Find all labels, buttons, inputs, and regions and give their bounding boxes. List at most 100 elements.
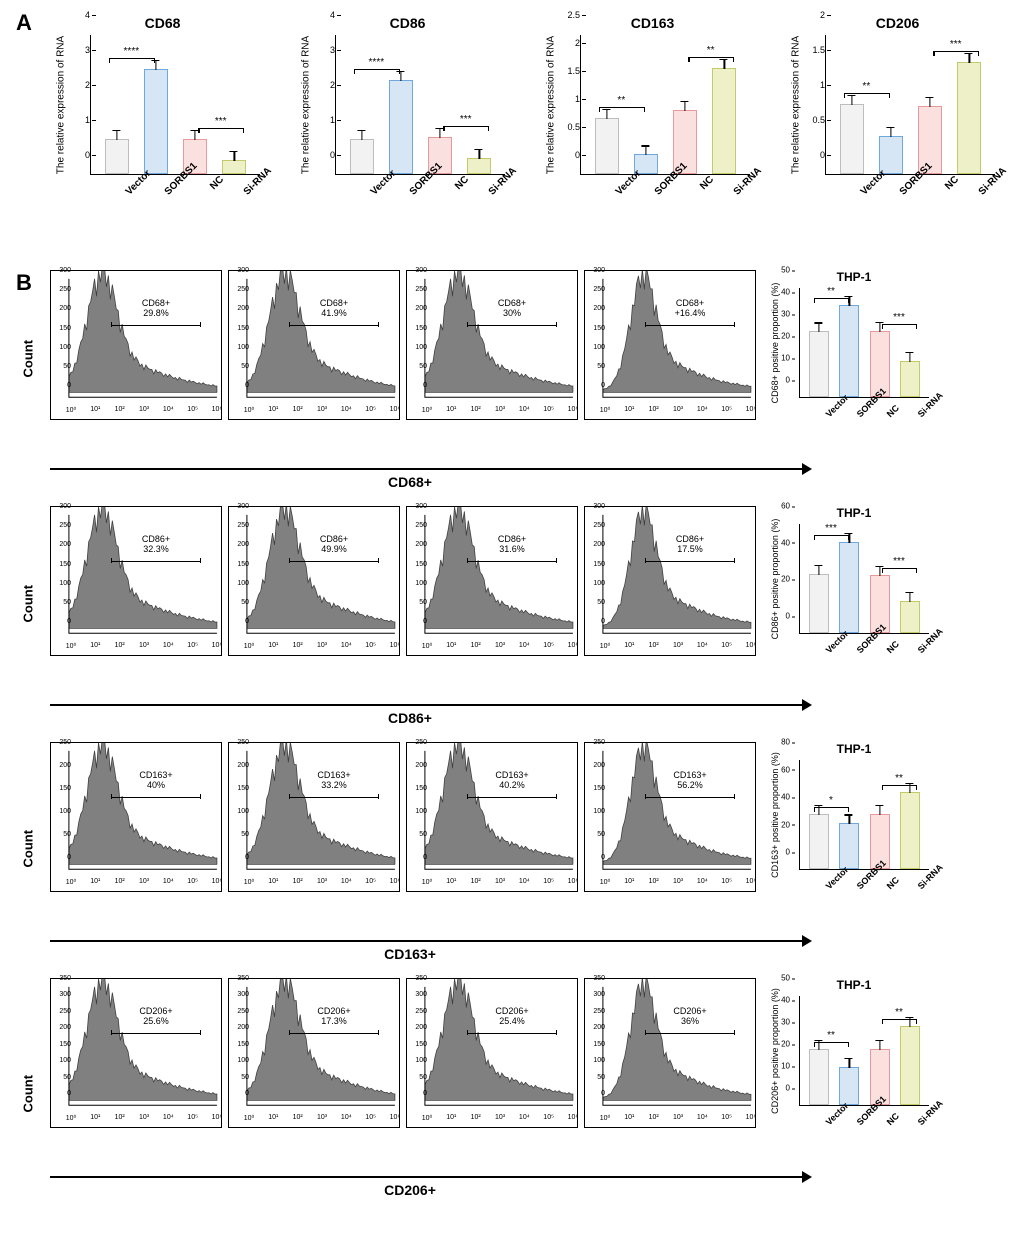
x-tick-label: Si-RNA xyxy=(474,160,511,197)
gate-pct: 41.9% xyxy=(289,309,379,319)
gate-annotation: CD163+40% xyxy=(111,771,201,791)
bar-si-rna xyxy=(712,68,736,174)
x-tick-label: Si-RNA xyxy=(229,160,266,197)
panel-b-label: B xyxy=(16,270,32,296)
summary-ylabel: CD86+ positive proportion (%) xyxy=(770,518,780,639)
barchart-cd68: CD6801234The relative expression of RNA*… xyxy=(50,15,275,245)
x-tick-label: Vector xyxy=(111,160,148,197)
summary-bar xyxy=(839,542,859,633)
flow-histogram: CD163+40%05010015020025010⁰10¹10²10³10⁴1… xyxy=(50,742,222,892)
flow-histogram: CD163+56.2%05010015020025010⁰10¹10²10³10… xyxy=(584,742,756,892)
x-axis-arrow xyxy=(50,704,810,706)
summary-chart-cd206: THP-1CD206+ positive proportion (%)****0… xyxy=(764,978,944,1168)
summary-ylabel: CD68+ positive proportion (%) xyxy=(770,282,780,403)
y-axis-label: The relative expression of RNA xyxy=(546,35,557,173)
flow-histogram: CD68++16.4%05010015020025030010⁰10¹10²10… xyxy=(584,270,756,420)
gate-annotation: CD163+56.2% xyxy=(645,771,735,791)
flow-histogram: CD86+17.5%05010015020025030010⁰10¹10²10³… xyxy=(584,506,756,656)
gate-pct: 40.2% xyxy=(467,781,557,791)
x-axis-arrow xyxy=(50,940,810,942)
y-axis-label: The relative expression of RNA xyxy=(791,35,802,173)
gate-annotation: CD86+17.5% xyxy=(645,535,735,555)
panel-b: B Count CD68+29.8%05010015020025030010⁰10… xyxy=(10,270,1010,1198)
x-tick-label: SORBS1 xyxy=(885,160,922,197)
x-tick-label: SORBS1 xyxy=(640,160,677,197)
plot-area: The relative expression of RNA**** xyxy=(580,35,750,175)
gate-annotation: CD86+31.6% xyxy=(467,535,557,555)
x-tick-label: Si-RNA xyxy=(964,160,1001,197)
gate-pct: 56.2% xyxy=(645,781,735,791)
gate-annotation: CD163+40.2% xyxy=(467,771,557,791)
x-axis-arrow xyxy=(50,468,810,470)
x-tick-label: Si-RNA xyxy=(906,388,937,419)
gate-annotation: CD206+25.4% xyxy=(467,1007,557,1027)
x-tick-label: Vector xyxy=(356,160,393,197)
barchart-cd86: CD8601234The relative expression of RNA*… xyxy=(295,15,520,245)
x-tick-label: Vector xyxy=(814,388,845,419)
x-axis-arrow xyxy=(50,1176,810,1178)
plot-area: The relative expression of RNA******* xyxy=(90,35,260,175)
summary-chart-cd86: THP-1CD86+ positive proportion (%)******… xyxy=(764,506,944,696)
x-tick-label: Si-RNA xyxy=(906,860,937,891)
summary-bar xyxy=(839,305,859,397)
summary-chart-cd68: THP-1CD68+ positive proportion (%)*****0… xyxy=(764,270,944,460)
gate-pct: 33.2% xyxy=(289,781,379,791)
marker-label: CD68+ xyxy=(10,474,770,490)
count-label: Count xyxy=(21,848,36,868)
flow-histogram: CD68+30%05010015020025030010⁰10¹10²10³10… xyxy=(406,270,578,420)
flow-histogram: CD206+36%05010015020025030035010⁰10¹10²1… xyxy=(584,978,756,1128)
flow-histogram: CD68+41.9%05010015020025030010⁰10¹10²10³… xyxy=(228,270,400,420)
flow-row-cd163: CD163+40%05010015020025010⁰10¹10²10³10⁴1… xyxy=(10,742,1010,932)
flow-histogram: CD163+33.2%05010015020025010⁰10¹10²10³10… xyxy=(228,742,400,892)
bar-sorbs1 xyxy=(144,69,168,174)
summary-ylabel: CD206+ positive proportion (%) xyxy=(770,988,780,1114)
flow-row-cd206: CD206+25.6%05010015020025030035010⁰10¹10… xyxy=(10,978,1010,1168)
x-tick-label: SORBS1 xyxy=(845,860,876,891)
summary-title: THP-1 xyxy=(764,978,944,992)
gate-pct: +16.4% xyxy=(645,309,735,319)
y-axis-label: The relative expression of RNA xyxy=(301,35,312,173)
gate-pct: 25.6% xyxy=(111,1017,201,1027)
flow-histogram: CD86+31.6%05010015020025030010⁰10¹10²10³… xyxy=(406,506,578,656)
panel-a-label: A xyxy=(16,10,32,36)
x-tick-label: Si-RNA xyxy=(906,1096,937,1127)
gate-annotation: CD206+17.3% xyxy=(289,1007,379,1027)
x-tick-label: Vector xyxy=(814,624,845,655)
x-tick-label: SORBS1 xyxy=(150,160,187,197)
x-tick-label: Vector xyxy=(846,160,883,197)
x-tick-label: SORBS1 xyxy=(845,1096,876,1127)
marker-label: CD206+ xyxy=(10,1182,770,1198)
x-tick-label: Vector xyxy=(814,860,845,891)
gate-annotation: CD68++16.4% xyxy=(645,299,735,319)
gate-pct: 36% xyxy=(645,1017,735,1027)
gate-annotation: CD68+30% xyxy=(467,299,557,319)
panel-a: A CD6801234The relative expression of RN… xyxy=(10,10,1010,270)
summary-title: THP-1 xyxy=(764,506,944,520)
x-tick-label: SORBS1 xyxy=(845,388,876,419)
figure: A CD6801234The relative expression of RN… xyxy=(0,0,1020,1224)
gate-annotation: CD68+29.8% xyxy=(111,299,201,319)
summary-ylabel: CD163+ positive proportion (%) xyxy=(770,752,780,878)
gate-pct: 17.3% xyxy=(289,1017,379,1027)
plot-area: The relative expression of RNA******* xyxy=(335,35,505,175)
gate-pct: 29.8% xyxy=(111,309,201,319)
flow-histogram: CD68+29.8%05010015020025030010⁰10¹10²10³… xyxy=(50,270,222,420)
summary-title: THP-1 xyxy=(764,742,944,756)
summary-chart-cd163: THP-1CD163+ positive proportion (%)***02… xyxy=(764,742,944,932)
gate-pct: 32.3% xyxy=(111,545,201,555)
summary-bar xyxy=(900,1026,920,1105)
gate-annotation: CD206+25.6% xyxy=(111,1007,201,1027)
barchart-cd163: CD16300.511.522.5The relative expression… xyxy=(540,15,765,245)
gate-annotation: CD86+32.3% xyxy=(111,535,201,555)
x-tick-label: SORBS1 xyxy=(845,624,876,655)
flow-row-cd68: CD68+29.8%05010015020025030010⁰10¹10²10³… xyxy=(10,270,1010,460)
marker-label: CD86+ xyxy=(10,710,770,726)
flow-histogram: CD163+40.2%05010015020025010⁰10¹10²10³10… xyxy=(406,742,578,892)
count-label: Count xyxy=(21,1093,36,1113)
barchart-cd206: CD20600.511.52The relative expression of… xyxy=(785,15,1010,245)
x-tick-label: Vector xyxy=(601,160,638,197)
gate-annotation: CD163+33.2% xyxy=(289,771,379,791)
gate-pct: 17.5% xyxy=(645,545,735,555)
count-label: Count xyxy=(21,358,36,378)
flow-histogram: CD206+25.4%05010015020025030035010⁰10¹10… xyxy=(406,978,578,1128)
